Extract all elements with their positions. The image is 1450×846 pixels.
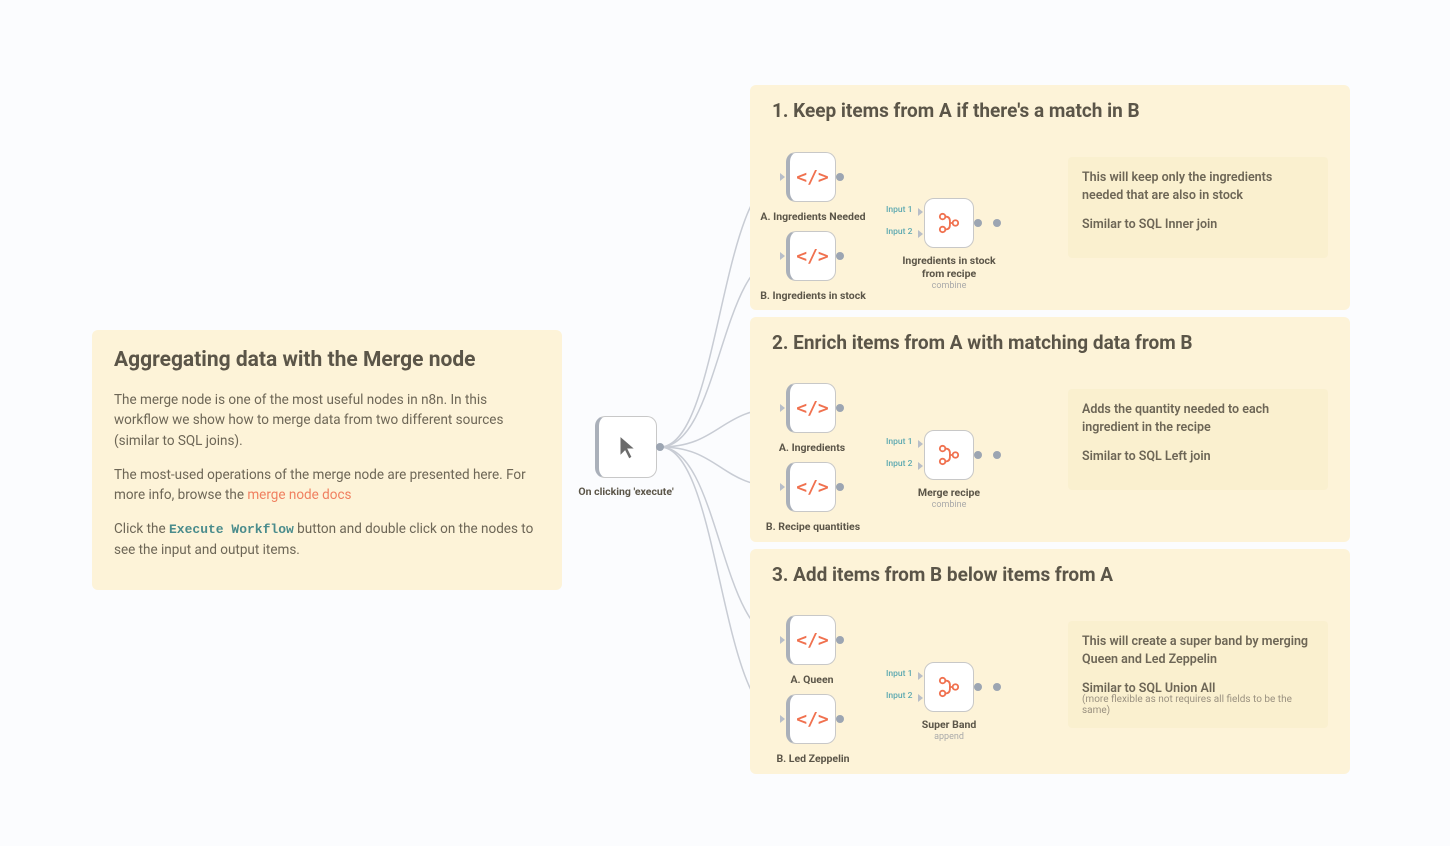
ex1-merge-in2[interactable] xyxy=(918,230,923,238)
ex3-merge-mode: append xyxy=(915,732,983,742)
ex3-merge-label-text: Super Band xyxy=(922,718,977,731)
example-3-note: 3. Add items from B below items from A T… xyxy=(750,549,1350,774)
ex1-merge-out-end[interactable] xyxy=(993,219,1001,227)
merge-icon xyxy=(938,444,960,466)
ex2-a-label: A. Ingredients xyxy=(772,441,852,454)
example-2-desc: Adds the quantity needed to each ingredi… xyxy=(1068,389,1328,490)
intro-sticky-note: Aggregating data with the Merge node The… xyxy=(92,330,562,590)
execute-workflow-code: Execute Workflow xyxy=(169,522,294,537)
ex3-merge-in1[interactable] xyxy=(918,672,923,680)
example-2-title: 2. Enrich items from A with matching dat… xyxy=(772,331,1328,354)
code-icon: </> xyxy=(796,398,829,419)
ex2-b-in[interactable] xyxy=(780,483,785,491)
ex3-merge-in2[interactable] xyxy=(918,694,923,702)
ex2-merge-out-end[interactable] xyxy=(993,451,1001,459)
ex2-merge-out[interactable] xyxy=(974,451,982,459)
trigger-out-port[interactable] xyxy=(656,443,664,451)
example-1-desc1: This will keep only the ingredients need… xyxy=(1082,169,1314,204)
example-3-desc-sub: (more flexible as not requires all field… xyxy=(1082,694,1314,716)
ex3-node-b[interactable]: </> xyxy=(786,694,836,744)
ex2-merge-node[interactable] xyxy=(924,430,974,480)
ex3-b-label: B. Led Zeppelin xyxy=(768,752,858,765)
ex2-input2-label: Input 2 xyxy=(886,459,912,469)
ex2-node-b[interactable]: </> xyxy=(786,462,836,512)
ex1-b-out[interactable] xyxy=(836,252,844,260)
ex2-merge-in2[interactable] xyxy=(918,462,923,470)
ex1-merge-out[interactable] xyxy=(974,219,982,227)
example-2-desc1: Adds the quantity needed to each ingredi… xyxy=(1082,401,1314,436)
trigger-node[interactable] xyxy=(595,416,657,478)
code-icon: </> xyxy=(796,167,829,188)
ex2-merge-label-text: Merge recipe xyxy=(918,486,980,499)
example-2-note: 2. Enrich items from A with matching dat… xyxy=(750,317,1350,542)
ex1-merge-in1[interactable] xyxy=(918,208,923,216)
trigger-label: On clicking 'execute' xyxy=(576,485,676,498)
merge-docs-link[interactable]: merge node docs xyxy=(247,487,351,503)
ex1-merge-mode: combine xyxy=(902,281,996,291)
example-1-desc2: Similar to SQL Inner join xyxy=(1082,216,1314,234)
ex2-merge-in1[interactable] xyxy=(918,440,923,448)
intro-para3-pre: Click the xyxy=(114,521,169,537)
cursor-icon xyxy=(617,434,639,460)
example-1-desc: This will keep only the ingredients need… xyxy=(1068,157,1328,258)
ex3-merge-out[interactable] xyxy=(974,683,982,691)
ex2-input1-label: Input 1 xyxy=(886,437,912,447)
ex3-merge-node[interactable] xyxy=(924,662,974,712)
ex3-input2-label: Input 2 xyxy=(886,691,912,701)
ex1-merge-label: Ingredients in stock from recipe combine xyxy=(902,254,996,291)
ex1-merge-node[interactable] xyxy=(924,198,974,248)
ex3-b-out[interactable] xyxy=(836,715,844,723)
ex1-a-out[interactable] xyxy=(836,173,844,181)
example-3-desc: This will create a super band by merging… xyxy=(1068,621,1328,728)
ex3-merge-label: Super Band append xyxy=(915,718,983,742)
ex1-b-label: B. Ingredients in stock xyxy=(758,289,868,302)
example-1-note: 1. Keep items from A if there's a match … xyxy=(750,85,1350,310)
ex1-merge-label-text: Ingredients in stock from recipe xyxy=(902,254,995,280)
ex2-a-in[interactable] xyxy=(780,404,785,412)
intro-para-2: The most-used operations of the merge no… xyxy=(114,465,540,506)
intro-para-1: The merge node is one of the most useful… xyxy=(114,390,540,451)
ex2-node-a[interactable]: </> xyxy=(786,383,836,433)
ex3-a-out[interactable] xyxy=(836,636,844,644)
code-icon: </> xyxy=(796,477,829,498)
ex2-merge-mode: combine xyxy=(912,500,986,510)
ex3-merge-out-end[interactable] xyxy=(993,683,1001,691)
ex1-node-b[interactable]: </> xyxy=(786,231,836,281)
code-icon: </> xyxy=(796,630,829,651)
intro-title: Aggregating data with the Merge node xyxy=(114,348,540,372)
ex2-merge-label: Merge recipe combine xyxy=(912,486,986,510)
example-3-title: 3. Add items from B below items from A xyxy=(772,563,1328,586)
ex1-b-in[interactable] xyxy=(780,252,785,260)
example-2-desc2: Similar to SQL Left join xyxy=(1082,448,1314,466)
code-icon: </> xyxy=(796,246,829,267)
ex1-a-label: A. Ingredients Needed xyxy=(758,210,868,223)
ex3-input1-label: Input 1 xyxy=(886,669,912,679)
ex1-input2-label: Input 2 xyxy=(886,227,912,237)
ex1-a-in[interactable] xyxy=(780,173,785,181)
ex2-b-label: B. Recipe quantities xyxy=(758,520,868,533)
ex3-node-a[interactable]: </> xyxy=(786,615,836,665)
ex3-b-in[interactable] xyxy=(780,715,785,723)
code-icon: </> xyxy=(796,709,829,730)
merge-icon xyxy=(938,676,960,698)
example-3-desc1: This will create a super band by merging… xyxy=(1082,633,1314,668)
example-1-title: 1. Keep items from A if there's a match … xyxy=(772,99,1328,122)
ex3-a-label: A. Queen xyxy=(782,673,842,686)
intro-para-3: Click the Execute Workflow button and do… xyxy=(114,519,540,560)
merge-icon xyxy=(938,212,960,234)
ex1-node-a[interactable]: </> xyxy=(786,152,836,202)
ex3-a-in[interactable] xyxy=(780,636,785,644)
ex2-b-out[interactable] xyxy=(836,483,844,491)
ex1-input1-label: Input 1 xyxy=(886,205,912,215)
ex2-a-out[interactable] xyxy=(836,404,844,412)
